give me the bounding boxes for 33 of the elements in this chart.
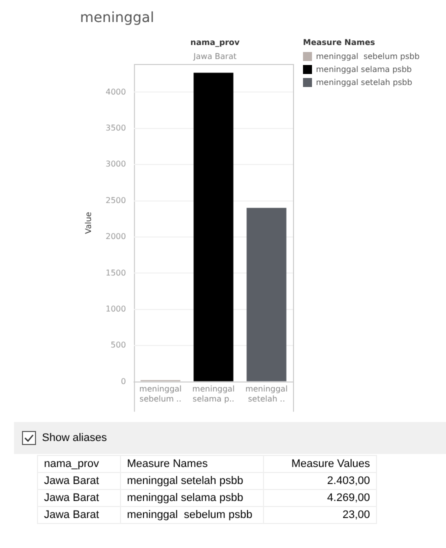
y-tick-label: 1000: [106, 304, 126, 314]
legend-label: meninggal sebelum psbb: [316, 52, 420, 61]
text: Jawa Barat: [44, 509, 100, 521]
text: nama_prov: [44, 458, 100, 470]
text: Measure Values: [264, 456, 376, 472]
chart-title: meninggal: [80, 10, 154, 26]
legend-label: meninggal selama psbb: [316, 65, 412, 74]
y-tick-label: 2000: [106, 232, 126, 242]
text: Jawa Barat: [44, 475, 100, 487]
y-tick-label: 1500: [106, 268, 126, 278]
text: nama_prov: [189, 38, 241, 47]
y-tick-label: 4000: [106, 87, 126, 96]
y-axis-title: Value: [84, 212, 93, 234]
text: meninggal selama psbb: [127, 492, 244, 504]
text: 4.269,00: [264, 490, 376, 506]
y-tick-label: 0: [120, 376, 126, 386]
text: Jawa Barat: [192, 52, 238, 61]
text: 2.403,00: [264, 472, 376, 490]
y-tick-label: 500: [110, 340, 126, 350]
y-tick-label: 2500: [106, 196, 126, 205]
text: Jawa Barat: [44, 492, 100, 504]
text: meninggal setelah psbb: [127, 475, 244, 487]
x-tick-label: meninggal setelah ..: [245, 384, 288, 404]
legend-title: Measure Names: [303, 38, 376, 47]
text: Measure Names: [127, 458, 208, 470]
text: 23,00: [264, 506, 376, 524]
legend-label: meninggal setelah psbb: [316, 78, 412, 87]
x-tick-label: meninggal selama p..: [192, 384, 235, 404]
x-tick-label: meninggal sebelum ..: [139, 384, 182, 404]
y-tick-label: 3500: [106, 124, 126, 133]
text: Show aliases: [42, 432, 107, 444]
text: meninggal sebelum psbb: [127, 509, 252, 521]
y-tick-label: 3000: [106, 160, 126, 169]
